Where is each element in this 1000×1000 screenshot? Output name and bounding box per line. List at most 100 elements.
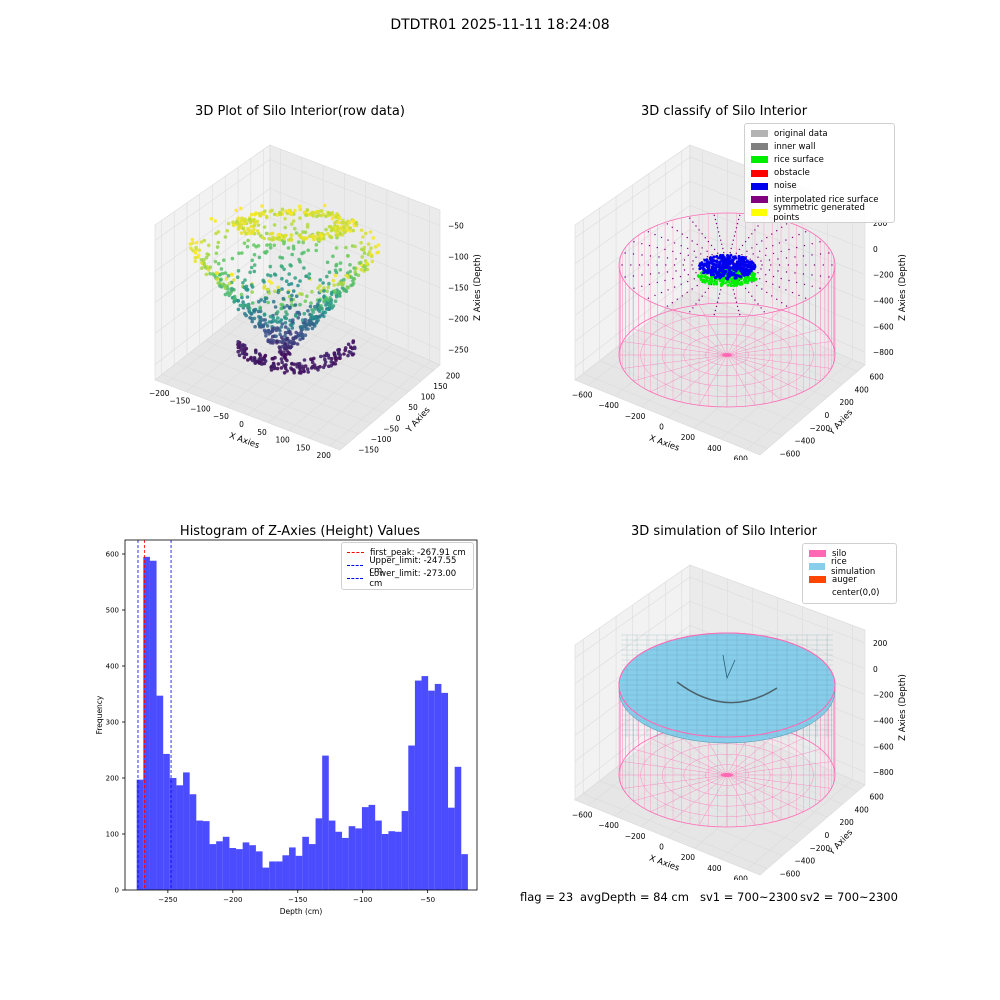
y-tick-label: 0 bbox=[825, 411, 830, 420]
legend-swatch bbox=[751, 196, 768, 204]
x-tick-label: −200 bbox=[625, 832, 646, 841]
histogram-bar bbox=[421, 676, 429, 890]
legend-line-swatch bbox=[347, 578, 364, 580]
y-axis-label: Frequency bbox=[95, 695, 104, 734]
y-tick-label: 600 bbox=[870, 372, 885, 381]
sv1-text: sv1 = 700~2300 bbox=[700, 890, 798, 904]
simulation-rice-surface bbox=[618, 632, 836, 777]
histogram-bar bbox=[381, 834, 389, 890]
histogram-bar bbox=[295, 855, 303, 890]
classify-silo-wireframe bbox=[618, 212, 836, 408]
legend-label: rice surface bbox=[774, 154, 824, 165]
y-gridline bbox=[615, 767, 798, 844]
histogram-bar bbox=[335, 831, 343, 890]
raw-plot-title: 3D Plot of Silo Interior(row data) bbox=[195, 104, 405, 119]
histogram-title: Histogram of Z-Axies (Height) Values bbox=[179, 524, 421, 539]
figure-title: DTDTR01 2025-11-11 18:24:08 bbox=[390, 17, 610, 33]
legend-label: auger bbox=[832, 574, 857, 585]
y-tick-label: −400 bbox=[795, 437, 816, 446]
z-gridline bbox=[689, 576, 866, 644]
z-gridline bbox=[154, 188, 271, 272]
x-gridline bbox=[288, 343, 393, 431]
z-gridline bbox=[269, 217, 441, 288]
y-tick-label: 500 bbox=[106, 607, 119, 615]
y-tick-label: 50 bbox=[408, 403, 418, 412]
simulation-3d-plot[interactable]: −600−400−2000200400600−600−400−200020040… bbox=[555, 560, 935, 880]
y-tick-label: 400 bbox=[855, 805, 870, 814]
z-gridline bbox=[574, 181, 691, 264]
legend-line-swatch bbox=[347, 552, 364, 554]
raw-3d-plot[interactable]: −200−150−100−50050100150200−150−100−5005… bbox=[130, 140, 490, 460]
histogram-bar bbox=[308, 844, 316, 890]
legend-label: obstacle bbox=[774, 168, 810, 179]
x-tick-label: −150 bbox=[288, 896, 307, 904]
classify-plot-title: 3D classify of Silo Interior bbox=[640, 104, 808, 119]
y-tick-label: 400 bbox=[855, 385, 870, 394]
y-gridline bbox=[162, 374, 347, 445]
histogram-chart[interactable]: −250 −200 −150 −100 −50 0 100 200 300 400 500 600 De… bbox=[85, 530, 490, 920]
x-tick-label: −200 bbox=[223, 896, 242, 904]
histogram-bar bbox=[275, 861, 283, 890]
z-tick-label: −200 bbox=[873, 691, 894, 700]
histogram-bar bbox=[414, 680, 422, 890]
floor-pane bbox=[154, 289, 441, 451]
x-tick-label: −600 bbox=[572, 390, 593, 399]
histogram-bar bbox=[136, 779, 144, 890]
y-tick-label: −100 bbox=[371, 435, 392, 444]
y-tick-label: 600 bbox=[870, 792, 885, 801]
x-tick-label: −400 bbox=[598, 821, 619, 830]
histogram-bar bbox=[328, 820, 336, 890]
z-tick-label: 0 bbox=[873, 245, 878, 254]
x-tick-label: 0 bbox=[239, 420, 244, 429]
legend-label: noise bbox=[774, 181, 797, 192]
histogram-bar bbox=[269, 861, 276, 890]
histogram-bar bbox=[176, 785, 184, 890]
histogram-bar bbox=[143, 556, 150, 890]
x-tick-label: −400 bbox=[598, 401, 619, 410]
y-tick-label: 150 bbox=[433, 382, 448, 391]
y-gridline bbox=[190, 351, 372, 424]
y-gridline bbox=[205, 340, 384, 414]
x-tick-label: 200 bbox=[681, 433, 696, 442]
z-tick-label: −600 bbox=[873, 742, 894, 751]
z-gridline bbox=[154, 159, 271, 241]
z-gridline bbox=[574, 229, 691, 316]
histogram-bars bbox=[136, 556, 468, 890]
x-tick-label: 600 bbox=[734, 455, 749, 460]
classify-legend-item: noise bbox=[751, 180, 888, 193]
x-tick-label: −200 bbox=[625, 412, 646, 421]
z-tick-label: −250 bbox=[448, 346, 469, 355]
floor-pane bbox=[574, 709, 866, 876]
avg-depth-text: avgDepth = 84 cm bbox=[580, 890, 689, 904]
y-tick-label: 300 bbox=[106, 719, 119, 727]
z-tick-label: −600 bbox=[873, 322, 894, 331]
z-tick-label: −200 bbox=[873, 271, 894, 280]
y-gridline bbox=[583, 793, 768, 869]
histogram-bar bbox=[348, 826, 356, 890]
z-tick-label: −800 bbox=[873, 348, 894, 357]
x-tick-label: −100 bbox=[190, 404, 211, 413]
classify-legend-item: original data bbox=[751, 127, 888, 140]
histogram-bar bbox=[315, 818, 323, 890]
x-tick-label: 0 bbox=[659, 843, 664, 852]
x-tick-label: 400 bbox=[707, 444, 722, 453]
histogram-bar bbox=[375, 820, 382, 890]
legend-label: symmetric generated points bbox=[773, 202, 865, 223]
legend-swatch bbox=[751, 209, 768, 217]
y-axis-label: Y Axies bbox=[826, 407, 855, 438]
z-tick-label: 200 bbox=[873, 219, 888, 228]
classify-legend-item: inner wall bbox=[751, 140, 888, 153]
z-gridline bbox=[689, 229, 866, 301]
legend-swatch bbox=[751, 182, 768, 190]
y-tick-label: 200 bbox=[446, 371, 461, 380]
y-gridline bbox=[176, 362, 359, 435]
z-tick-label: −200 bbox=[448, 315, 469, 324]
legend-label: silo bbox=[832, 548, 847, 559]
histogram-bar bbox=[202, 821, 210, 890]
x-gridline bbox=[329, 360, 431, 447]
y-tick-label: 100 bbox=[421, 393, 436, 402]
y-gridline bbox=[648, 321, 828, 398]
classify-legend-item: interpolated rice surface bbox=[751, 193, 888, 206]
histogram-bar bbox=[282, 855, 290, 890]
histogram-legend-item: Lower_limit: -273.00 cm bbox=[347, 569, 468, 589]
